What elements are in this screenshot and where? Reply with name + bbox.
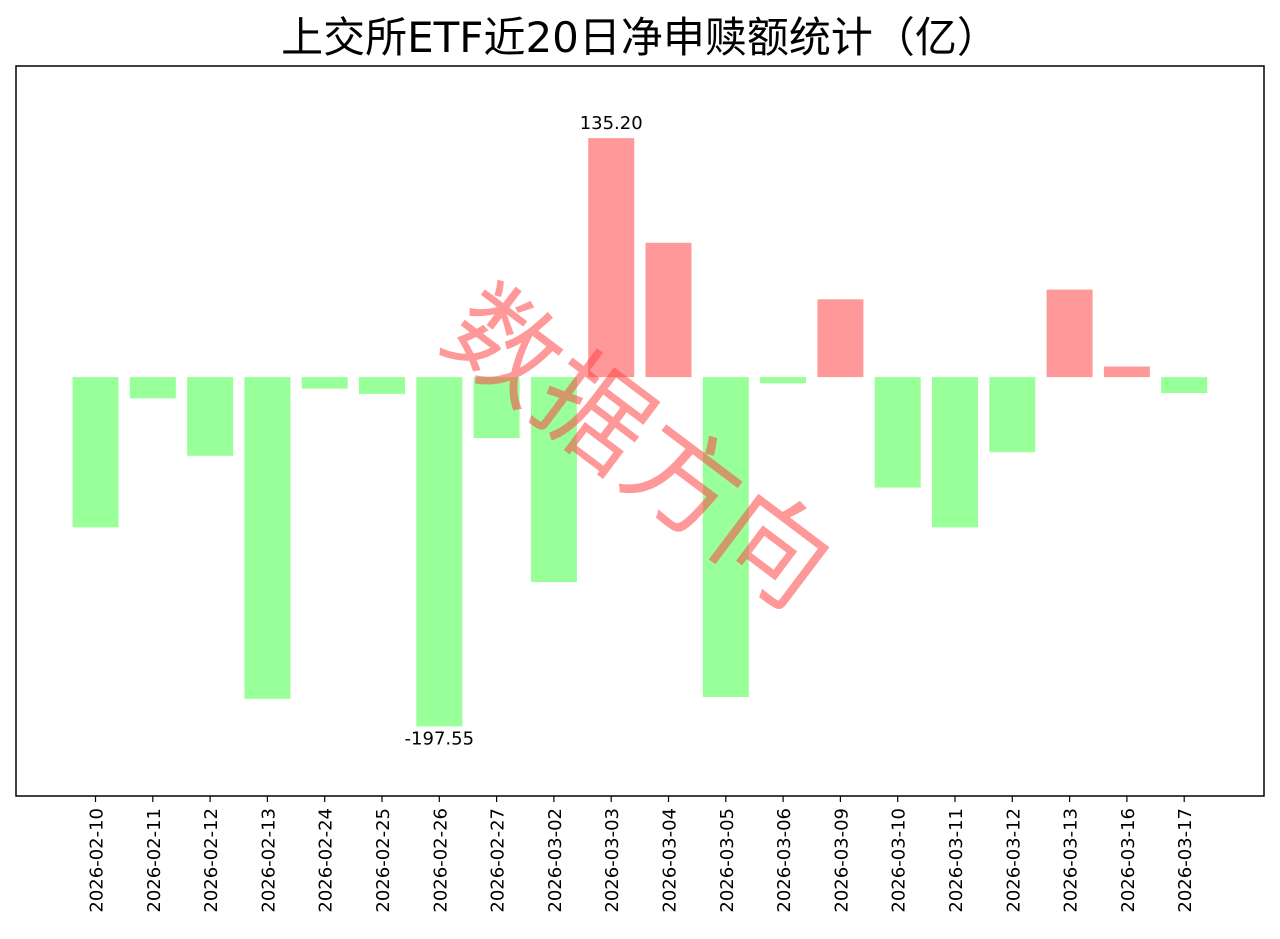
bar-2026-03-13 — [1046, 289, 1093, 378]
x-tick-label: 2026-02-24 — [316, 808, 337, 913]
bar-2026-02-10 — [72, 377, 119, 528]
x-tick-label: 2026-03-06 — [774, 808, 795, 913]
x-tick-label: 2026-02-12 — [201, 808, 222, 913]
x-tick-label: 2026-02-13 — [258, 808, 279, 913]
x-tick-label: 2026-02-10 — [87, 808, 108, 913]
bar-2026-03-12 — [989, 377, 1036, 453]
bar-2026-02-12 — [187, 377, 234, 456]
x-tick-label: 2026-02-25 — [373, 808, 394, 913]
x-axis-ticks: 2026-02-10 2026-02-11 2026-02-12 2026-02-13… — [87, 796, 1196, 913]
x-tick-label: 2026-03-17 — [1175, 808, 1196, 913]
bars-group — [72, 138, 1208, 727]
x-tick-label: 2026-03-13 — [1061, 808, 1082, 913]
bar-2026-03-02 — [530, 377, 577, 583]
x-tick-label: 2026-03-03 — [602, 808, 623, 913]
bar-2026-03-10 — [874, 377, 921, 488]
x-tick-label: 2026-02-11 — [144, 808, 165, 913]
data-label: 135.20 — [580, 113, 643, 134]
x-tick-label: 2026-03-05 — [717, 808, 738, 913]
x-tick-label: 2026-03-02 — [545, 808, 566, 913]
chart-title: 上交所ETF近20日净申赎额统计（亿） — [281, 13, 999, 62]
bar-2026-02-27 — [473, 377, 520, 439]
data-labels-group: 135.20 -197.55 — [405, 113, 643, 749]
data-label: -197.55 — [405, 728, 474, 749]
bar-2026-03-04 — [645, 242, 692, 378]
x-tick-label: 2026-03-04 — [660, 808, 681, 913]
x-tick-label: 2026-03-10 — [889, 808, 910, 913]
bar-2026-03-09 — [817, 299, 864, 378]
bar-2026-03-03 — [588, 138, 635, 378]
bar-2026-03-05 — [702, 377, 749, 697]
x-tick-label: 2026-02-27 — [488, 808, 509, 913]
bar-2026-03-06 — [760, 377, 807, 384]
x-tick-label: 2026-03-12 — [1003, 808, 1024, 913]
bar-2026-03-11 — [932, 377, 978, 528]
bar-2026-03-16 — [1103, 366, 1150, 378]
bar-2026-02-11 — [129, 377, 176, 399]
bar-2026-02-26 — [416, 377, 463, 727]
bar-2026-02-25 — [359, 377, 405, 394]
plot-frame — [15, 65, 1265, 797]
x-tick-label: 2026-03-09 — [831, 808, 852, 913]
bar-2026-03-17 — [1161, 377, 1208, 393]
x-tick-label: 2026-02-26 — [430, 808, 451, 913]
x-tick-label: 2026-03-11 — [946, 808, 967, 913]
bar-2026-02-24 — [301, 377, 348, 389]
x-tick-label: 2026-03-16 — [1118, 808, 1139, 913]
bar-2026-02-13 — [244, 377, 291, 699]
